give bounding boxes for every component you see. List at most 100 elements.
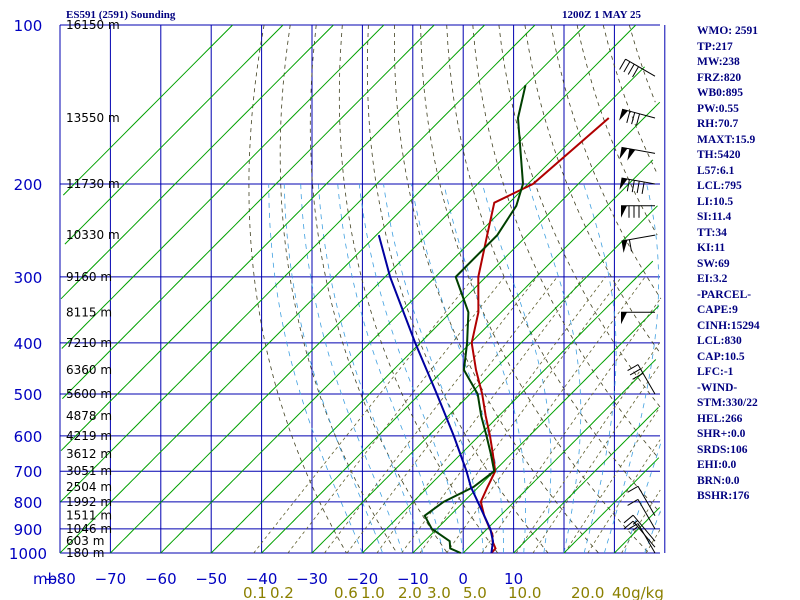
stat-item: SW:69	[697, 257, 730, 270]
mixing-ratio-label: 2.0	[398, 584, 422, 600]
stat-item: TH:5420	[697, 149, 741, 161]
isotherm	[362, 260, 654, 554]
pressure-tick-label: 800	[14, 494, 43, 512]
pressure-tick-label: 100	[14, 17, 43, 35]
stat-item: WB0:895	[697, 87, 743, 99]
dry-adiabat	[420, 24, 650, 554]
wind-barb	[627, 498, 656, 530]
isotherm	[261, 159, 654, 554]
stat-item: EHI:0.0	[697, 459, 737, 471]
wind-barb-staff	[632, 520, 656, 548]
height-label: 4878 m	[66, 409, 112, 423]
wind-barb	[619, 58, 656, 78]
wind-barb	[619, 146, 656, 161]
stat-item: CAP:10.5	[697, 350, 745, 363]
dry-adiabat	[628, 24, 656, 103]
height-label: 13550 m	[66, 111, 120, 125]
mixing-ratio-label: 0.6	[334, 584, 358, 600]
wind-barb-staff	[637, 523, 656, 554]
wind-barb	[623, 514, 656, 542]
stat-item: CAPE:9	[697, 304, 738, 316]
stat-item: RH:70.7	[697, 118, 739, 130]
isotherm	[563, 457, 660, 554]
mixing-ratio-line	[564, 407, 661, 554]
wind-barb-feather	[641, 181, 645, 194]
stat-item: MW:238	[697, 56, 740, 68]
mixing-ratio-line	[481, 298, 661, 554]
temperature-tick-label: 10	[504, 570, 523, 588]
temperature-tick-label: −40	[246, 570, 278, 588]
moist-adiabat	[411, 183, 504, 553]
mixing-ratio-line	[253, 276, 475, 554]
height-label: 7210 m	[66, 336, 112, 350]
wind-barb-staff	[621, 234, 656, 242]
moist-adiabat	[358, 183, 464, 554]
height-label: 16150 m	[66, 18, 120, 32]
dry-adiabat	[472, 24, 659, 458]
isotherm	[61, 24, 385, 349]
wind-barb	[627, 485, 656, 516]
temperature-tick-label: −60	[145, 570, 177, 588]
wind-barb	[619, 177, 656, 194]
wind-barb-feather	[628, 239, 632, 252]
wind-barb-staff	[625, 58, 656, 77]
wind-barb-staff	[621, 177, 656, 185]
isotherm	[62, 24, 233, 196]
sounding-profiles	[377, 84, 610, 554]
mixing-ratio-line	[532, 364, 660, 554]
dry-adiabat	[446, 24, 661, 514]
height-label: 4219 m	[66, 429, 112, 443]
mixing-ratio-line	[287, 276, 505, 554]
isotherm	[64, 24, 284, 245]
moist-adiabat	[443, 183, 526, 554]
isotherm	[110, 24, 637, 554]
wind-barb-flag	[619, 147, 628, 160]
moist-adiabat	[300, 183, 404, 554]
wind-barb	[623, 520, 656, 548]
wind-barb-flag	[627, 148, 636, 161]
wind-barb-feather	[629, 368, 641, 376]
wind-barb	[621, 311, 655, 325]
dry-adiabat	[338, 24, 499, 554]
stat-item: LCL:830	[697, 335, 742, 347]
sounding-series-2	[377, 234, 495, 554]
isotherm	[59, 24, 586, 554]
pressure-tick-label: 500	[14, 386, 43, 404]
stat-item: L57:6.1	[697, 164, 735, 177]
moist-adiabat	[644, 510, 661, 554]
wind-barb-flag	[621, 312, 627, 325]
wind-barb-feather	[632, 372, 644, 380]
wind-barb-feather	[632, 66, 639, 78]
pressure-temperature-grid	[59, 24, 666, 554]
moist-adiabats	[268, 183, 662, 554]
height-label: 11730 m	[66, 177, 120, 191]
wind-barb-half	[632, 520, 638, 525]
moist-adiabat	[603, 183, 659, 554]
temperature-tick-label: −20	[347, 570, 379, 588]
wind-barb	[619, 108, 656, 126]
wind-barb-flag	[619, 109, 628, 121]
stat-item: LFC:-1	[697, 366, 734, 378]
pressure-tick-label: 700	[14, 463, 43, 481]
pressure-tick-label: 900	[14, 521, 43, 539]
temperature-tick-label: −10	[397, 570, 429, 588]
pressure-tick-label: 600	[14, 428, 43, 446]
wind-barb-staff	[637, 364, 656, 395]
mixing-ratio-label: 0.1	[243, 584, 267, 600]
wind-barb-feather	[626, 179, 630, 192]
mixing-ratio-label: 0.2	[270, 584, 294, 600]
stat-item: CINH:15294	[697, 319, 760, 332]
mixing-ratio-line	[621, 489, 661, 554]
pressure-tick-label: 300	[14, 269, 43, 287]
pressure-tick-label: 200	[14, 176, 43, 194]
height-label: 3612 m	[66, 447, 112, 461]
height-label: 5600 m	[66, 387, 112, 401]
isotherm	[210, 101, 661, 554]
mixing-ratio-label: 20.0	[571, 584, 604, 600]
dry-adiabat	[602, 24, 657, 173]
dry-adiabat	[248, 24, 347, 554]
stat-item: SHR+:0.0	[697, 428, 746, 440]
wind-barb-flag	[619, 178, 628, 190]
